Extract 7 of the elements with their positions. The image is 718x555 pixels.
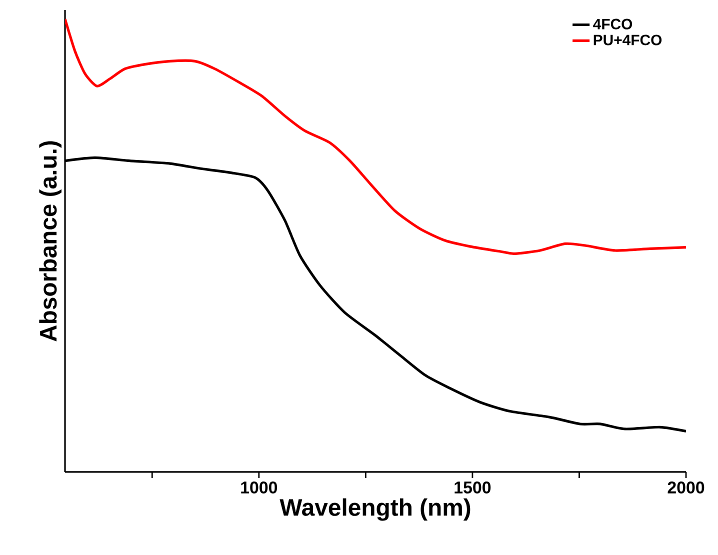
x-axis-title: Wavelength (nm) bbox=[280, 498, 470, 521]
legend-label: PU+4FCO bbox=[594, 34, 662, 46]
x-tick-label: 1500 bbox=[454, 482, 491, 494]
legend-label: 4FCO bbox=[593, 18, 632, 30]
y-axis-title: Absorbance (a.u.) bbox=[39, 141, 62, 342]
x-tick-label: 1000 bbox=[241, 482, 278, 494]
x-tick-label: 2000 bbox=[668, 482, 704, 494]
